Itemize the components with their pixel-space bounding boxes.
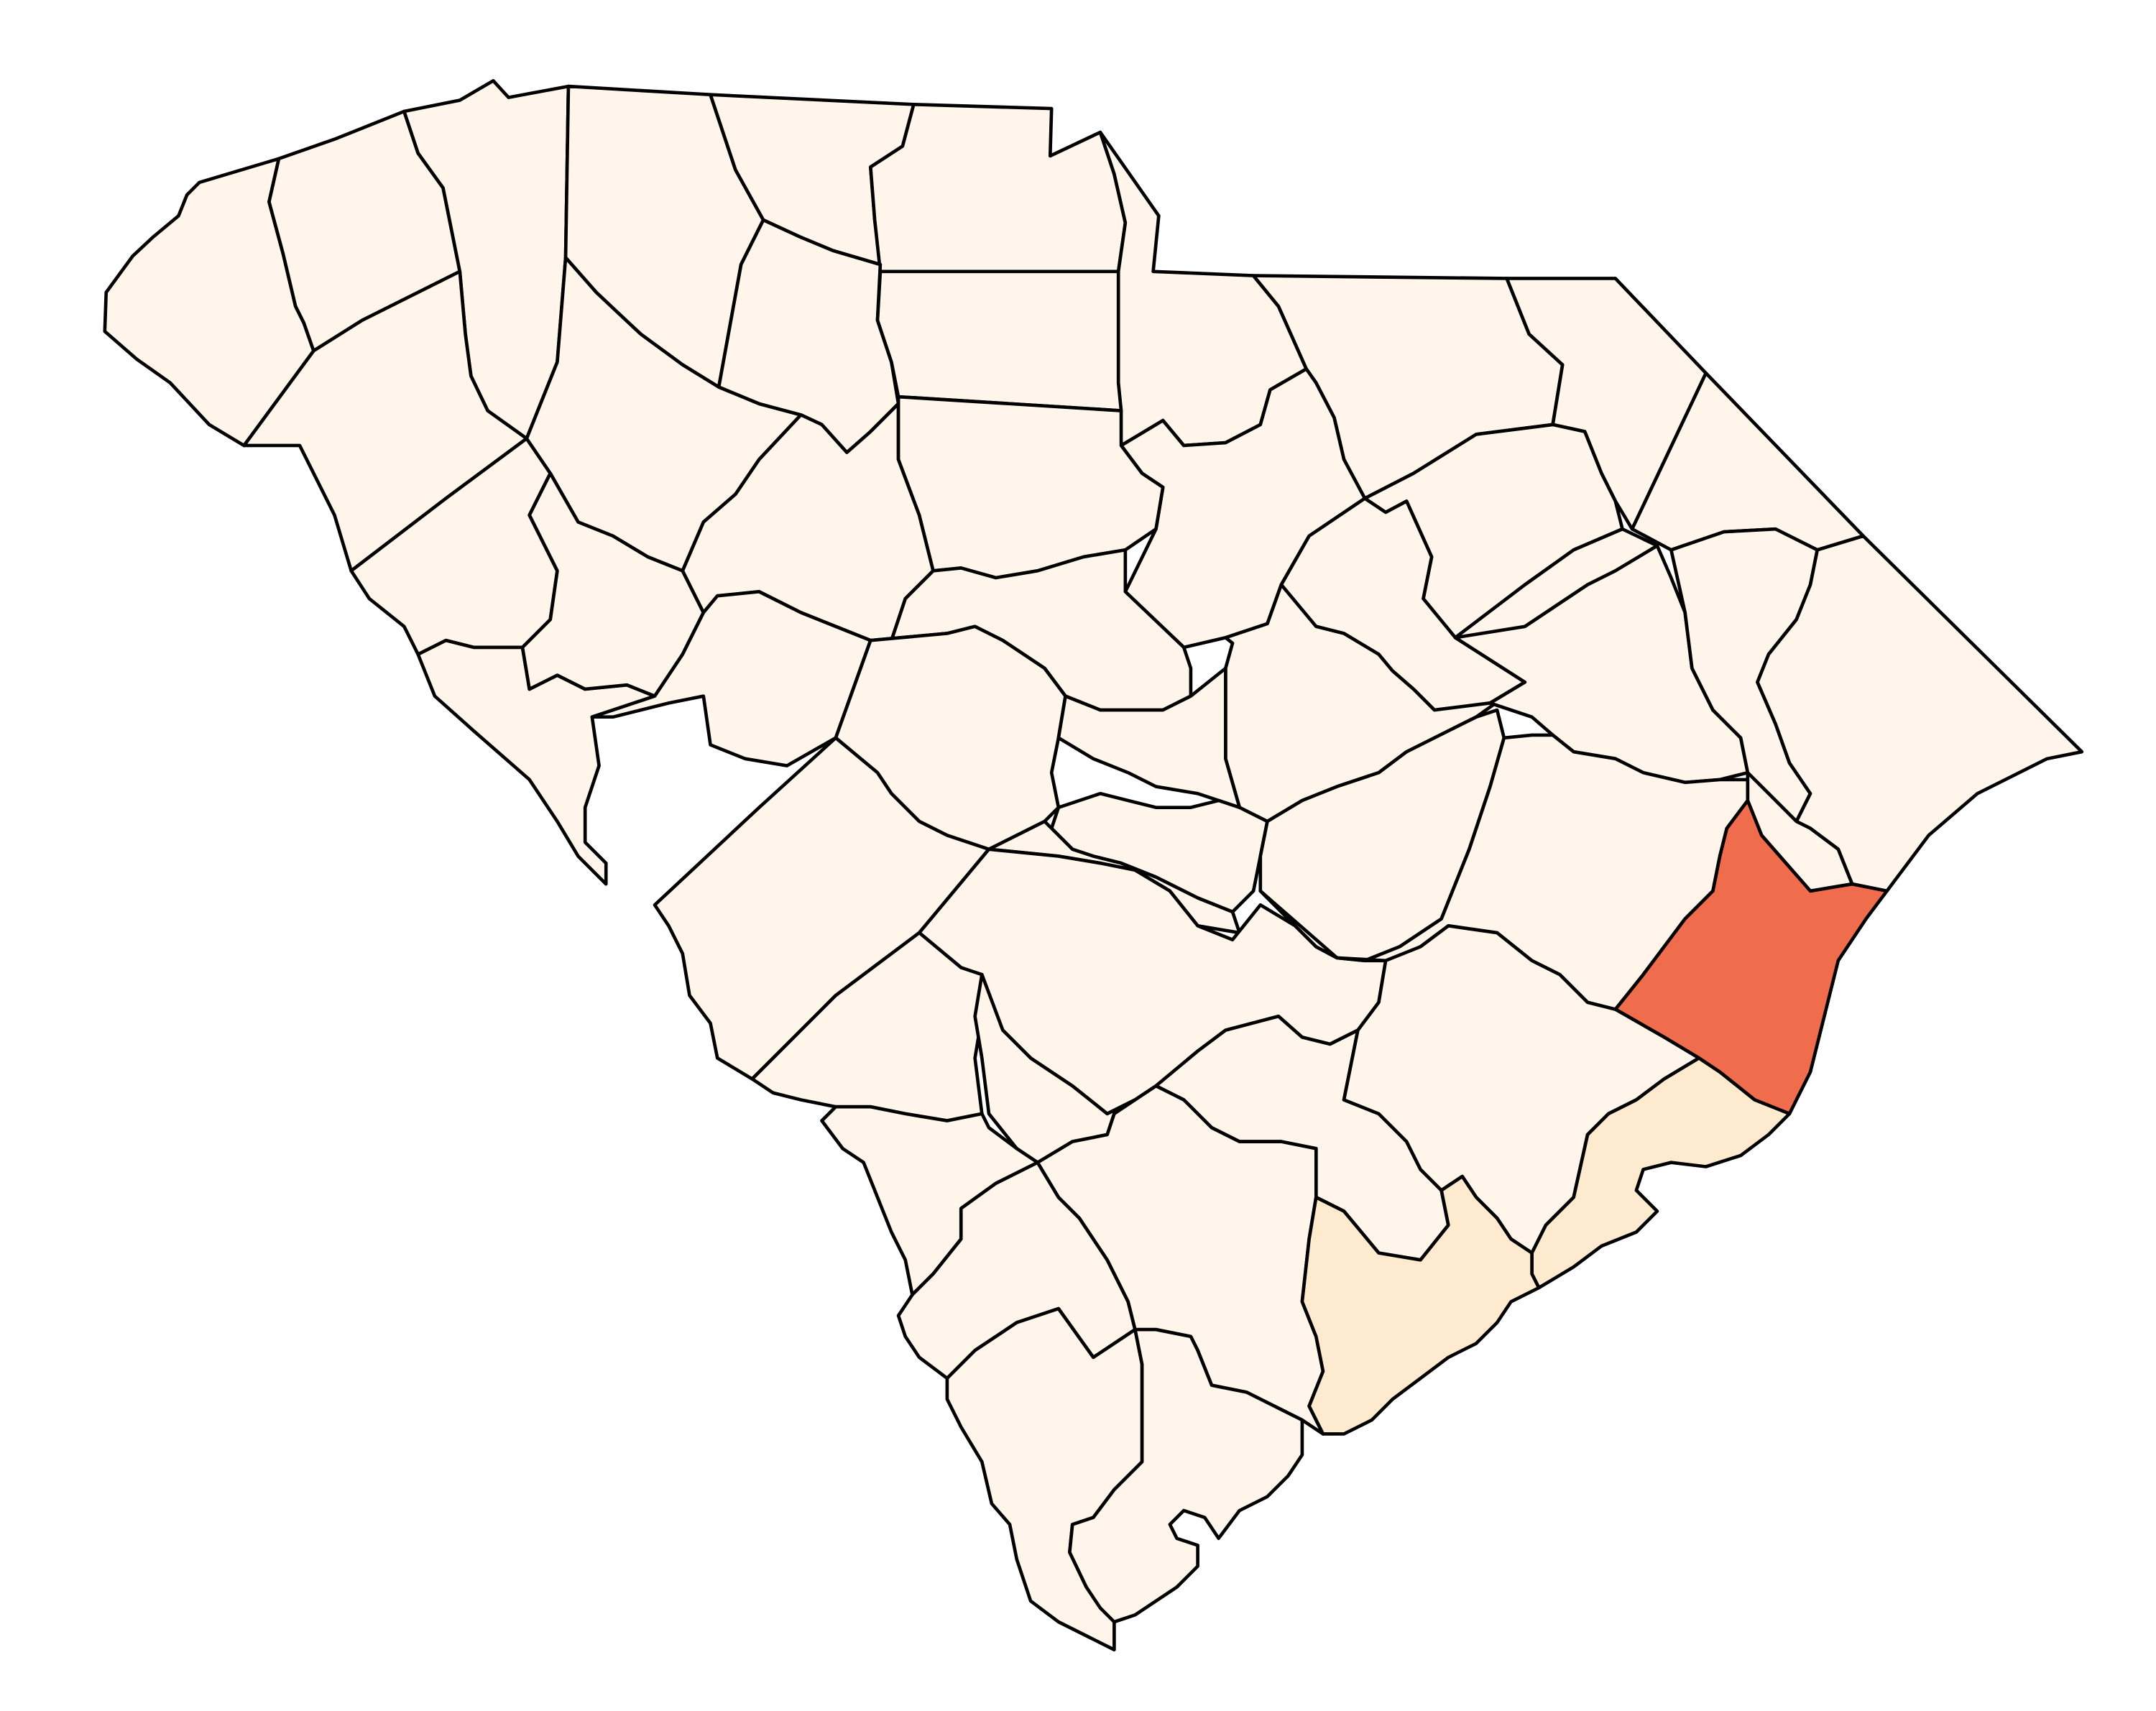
county-edgefield bbox=[590, 590, 872, 767]
county-charleston bbox=[1530, 1056, 1792, 1290]
county-colleton-coast bbox=[1300, 1174, 1541, 1436]
county-beaufort bbox=[1068, 1327, 1304, 1624]
counties-layer bbox=[103, 79, 2084, 1652]
county-chester bbox=[875, 269, 1123, 412]
county-york bbox=[869, 102, 1128, 274]
county-richland bbox=[1056, 666, 1242, 809]
